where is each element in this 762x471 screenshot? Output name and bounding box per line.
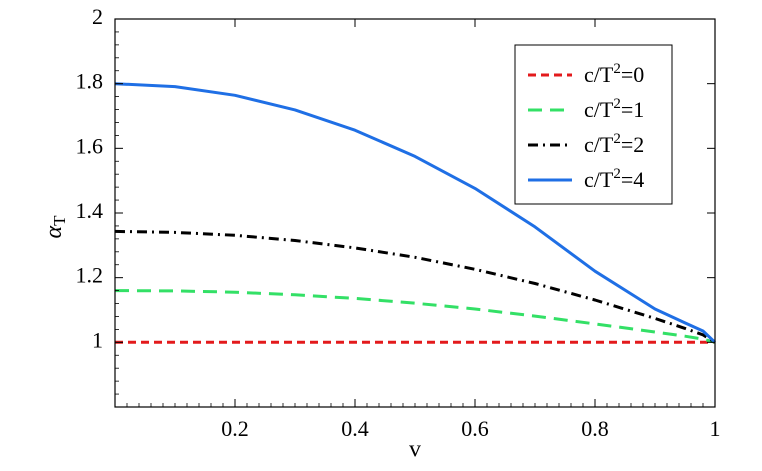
legend-label-prefix: c/T	[584, 62, 614, 87]
series-line-2	[114, 289, 716, 344]
legend-label-prefix: c/T	[584, 97, 614, 122]
legend-label-1: c/T2=0	[584, 61, 644, 87]
y-tick-label: 1.4	[76, 198, 104, 223]
legend-label-prefix: c/T	[584, 132, 614, 157]
y-tick-label: 1	[92, 327, 103, 352]
x-tick-label: 0.6	[461, 416, 489, 441]
legend-label-suffix: =4	[621, 167, 644, 192]
y-tick-label: 1.8	[76, 69, 104, 94]
legend-label-suffix: =1	[621, 97, 644, 122]
legend-label-exponent: 2	[613, 166, 621, 182]
y-axis-label-sub: T	[50, 215, 69, 226]
legend-label-suffix: =0	[621, 62, 644, 87]
series-line-3	[114, 229, 716, 344]
x-tick-label: 0.8	[581, 416, 609, 441]
x-tick-label: 1	[710, 416, 721, 441]
y-axis-label-group: αT	[41, 215, 69, 239]
legend-box	[514, 44, 673, 205]
y-tick-label: 2	[92, 4, 103, 29]
legend-label-exponent: 2	[613, 61, 621, 77]
y-tick-label: 1.6	[76, 133, 104, 158]
legend-label-suffix: =2	[621, 132, 644, 157]
axis-ticks	[115, 18, 716, 407]
legend: c/T2=0c/T2=1c/T2=2c/T2=4	[514, 44, 673, 205]
plot-lines	[114, 82, 717, 344]
axis-tick-labels: 0.2 0.4 0.6 0.8 1 1 1.2 1.4 1.6 1.8 2	[76, 4, 721, 441]
y-axis-label: αT	[41, 215, 69, 239]
legend-label-exponent: 2	[613, 96, 621, 112]
legend-label-prefix: c/T	[584, 167, 614, 192]
x-axis-label: v	[409, 437, 421, 463]
series-line-4	[114, 82, 717, 344]
legend-label-3: c/T2=2	[584, 131, 644, 157]
legend-label-4: c/T2=4	[584, 166, 644, 192]
y-tick-label: 1.2	[76, 263, 104, 288]
x-tick-label: 0.2	[221, 416, 249, 441]
x-tick-label: 0.4	[341, 416, 369, 441]
legend-label-exponent: 2	[613, 131, 621, 147]
y-axis-label-main: α	[41, 226, 67, 239]
legend-label-2: c/T2=1	[584, 96, 644, 122]
